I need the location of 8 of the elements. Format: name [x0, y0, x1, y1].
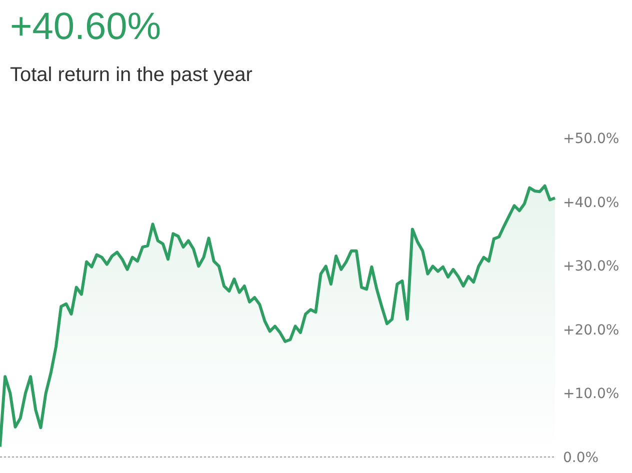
y-tick-label: +20.0% — [563, 322, 620, 338]
y-tick-label: 0.0% — [563, 450, 599, 466]
chart-subtitle: Total return in the past year — [10, 64, 252, 87]
y-tick-label: +50.0% — [563, 130, 620, 147]
chart-title: +40.60% — [10, 6, 162, 49]
y-tick-label: +30.0% — [563, 258, 620, 275]
y-tick-label: +40.0% — [563, 194, 620, 211]
y-tick-label: +10.0% — [563, 386, 620, 402]
